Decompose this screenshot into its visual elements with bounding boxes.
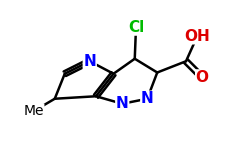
- Text: N: N: [116, 96, 129, 111]
- Text: OH: OH: [184, 29, 210, 44]
- Text: O: O: [196, 70, 209, 85]
- Text: Me: Me: [23, 104, 44, 118]
- Text: N: N: [141, 91, 154, 106]
- Text: N: N: [83, 54, 96, 69]
- Text: Cl: Cl: [128, 20, 144, 35]
